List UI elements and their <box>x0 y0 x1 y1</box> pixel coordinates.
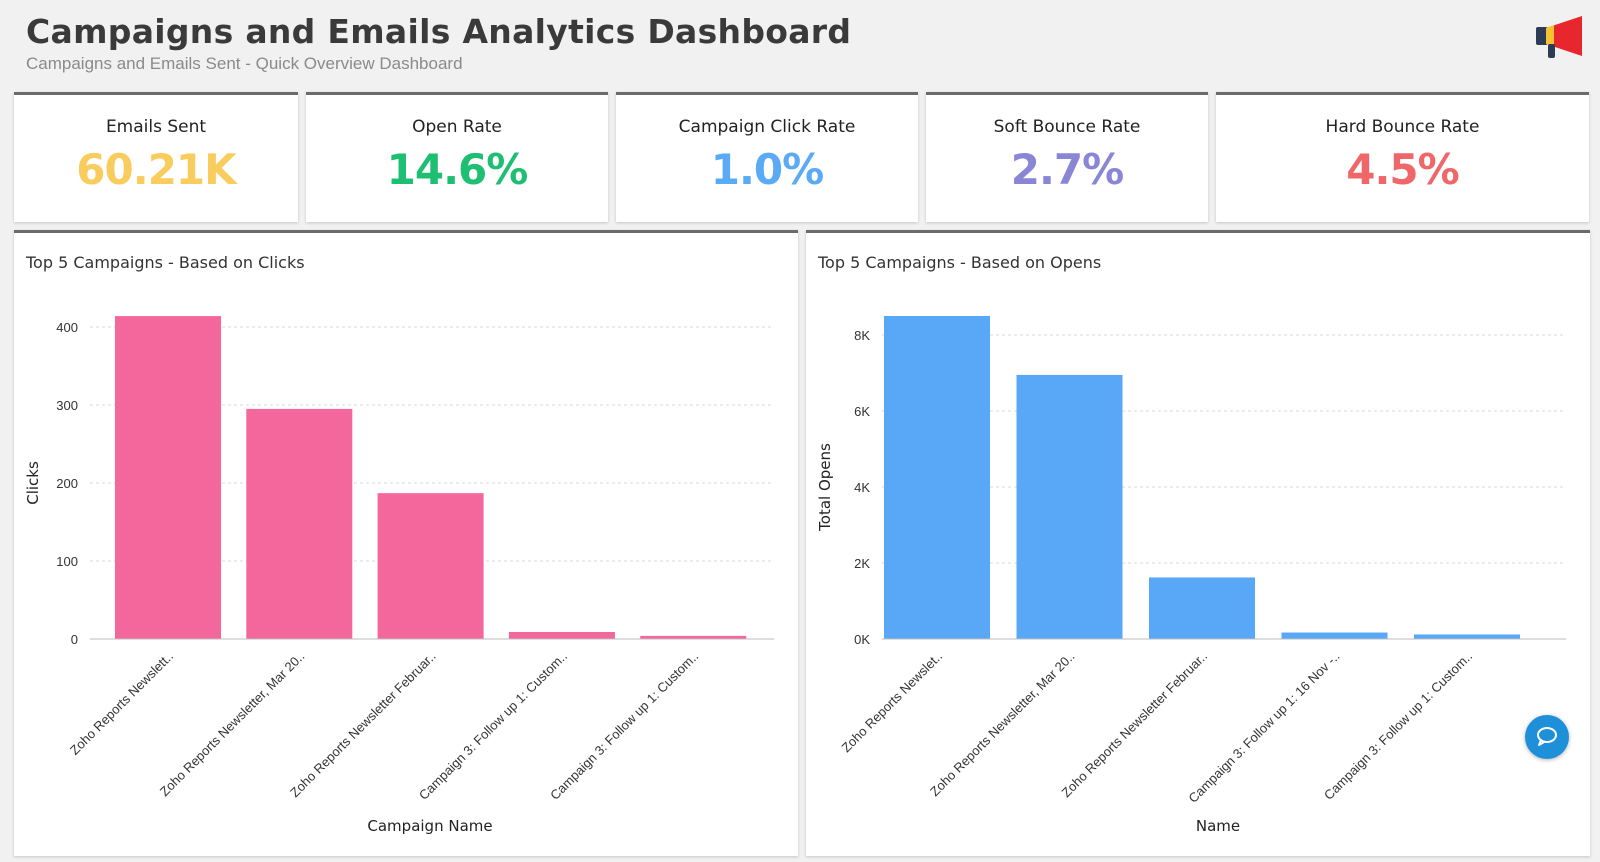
chat-icon <box>1537 727 1557 746</box>
kpi-label: Open Rate <box>412 117 502 137</box>
x-tick-label: Campaign 3: Follow up 1: Custom.. <box>1321 649 1475 803</box>
kpi-card-open-rate[interactable]: Open Rate 14.6% <box>306 92 608 222</box>
dashboard-header: Campaigns and Emails Analytics Dashboard… <box>26 12 851 74</box>
bar[interactable] <box>377 493 484 639</box>
kpi-value: 1.0% <box>710 145 824 194</box>
x-tick-label: Campaign 3: Follow up 1: Custom.. <box>547 649 701 803</box>
page-subtitle: Campaigns and Emails Sent - Quick Overvi… <box>26 54 463 73</box>
chart-panel-clicks: Top 5 Campaigns - Based on Clicks 0 100 20… <box>14 230 798 856</box>
page-title: Campaigns and Emails Analytics Dashboard <box>26 12 852 51</box>
y-tick-label: 400 <box>56 320 78 335</box>
x-axis-title: Name <box>1196 817 1240 835</box>
y-tick-label: 8K <box>854 328 870 343</box>
x-tick-label: Zoho Reports Newslett.. <box>67 649 176 758</box>
kpi-card-soft-bounce-rate[interactable]: Soft Bounce Rate 2.7% <box>926 92 1208 222</box>
x-tick-label: Zoho Reports Newsletter, Mar 20.. <box>927 649 1078 800</box>
kpi-card-hard-bounce-rate[interactable]: Hard Bounce Rate 4.5% <box>1216 92 1589 222</box>
kpi-label: Soft Bounce Rate <box>993 117 1141 137</box>
kpi-card-campaign-click-rate[interactable]: Campaign Click Rate 1.0% <box>616 92 918 222</box>
kpi-value: 4.5% <box>1346 145 1459 194</box>
kpi-card-emails-sent[interactable]: Emails Sent 60.21K <box>14 92 298 222</box>
y-tick-label: 0K <box>854 632 870 647</box>
bar[interactable] <box>1281 632 1388 639</box>
y-axis-title: Total Opens <box>816 443 834 532</box>
y-tick-label: 0 <box>71 632 78 647</box>
y-tick-label: 2K <box>854 556 870 571</box>
y-tick-label: 4K <box>854 480 870 495</box>
x-tick-label: Zoho Reports Newsletter Februar.. <box>1059 649 1211 801</box>
bar[interactable] <box>884 316 990 639</box>
bar[interactable] <box>246 408 353 639</box>
kpi-value: 2.7% <box>1010 145 1124 194</box>
bar[interactable] <box>640 635 747 639</box>
bar[interactable] <box>1016 374 1123 639</box>
bar[interactable] <box>1149 577 1255 639</box>
chart-title: Top 5 Campaigns - Based on Clicks <box>26 253 305 272</box>
y-tick-label: 300 <box>56 398 78 413</box>
kpi-value: 14.6% <box>386 145 529 194</box>
bar[interactable] <box>115 316 221 639</box>
chart-title: Top 5 Campaigns - Based on Opens <box>818 253 1102 272</box>
x-tick-label: Campaign 3: Follow up 1: Custom.. <box>416 649 570 803</box>
x-tick-label: Campaign 3: Follow up 1: 16 Nov -.. <box>1185 649 1342 806</box>
kpi-label: Emails Sent <box>105 117 207 137</box>
chart-panel-opens: Top 5 Campaigns - Based on Opens 0K 2K 4K 6… <box>806 230 1590 856</box>
x-tick-label: Zoho Reports Newsletter, Mar 20.. <box>157 649 308 800</box>
y-tick-label: 100 <box>56 554 78 569</box>
kpi-value: 60.21K <box>76 145 236 194</box>
megaphone-icon <box>1536 16 1582 58</box>
y-tick-label: 6K <box>854 404 870 419</box>
bar[interactable] <box>1414 634 1520 639</box>
kpi-label: Hard Bounce Rate <box>1325 117 1480 137</box>
bar[interactable] <box>508 631 615 639</box>
x-tick-label: Zoho Reports Newsletter Februar.. <box>287 649 439 801</box>
x-axis-title: Campaign Name <box>367 817 492 835</box>
kpi-label: Campaign Click Rate <box>678 117 856 137</box>
y-tick-label: 200 <box>56 476 78 491</box>
chat-button[interactable] <box>1525 715 1569 759</box>
x-tick-label: Zoho Reports Newslet.. <box>838 649 945 756</box>
y-axis-title: Clicks <box>24 461 42 505</box>
